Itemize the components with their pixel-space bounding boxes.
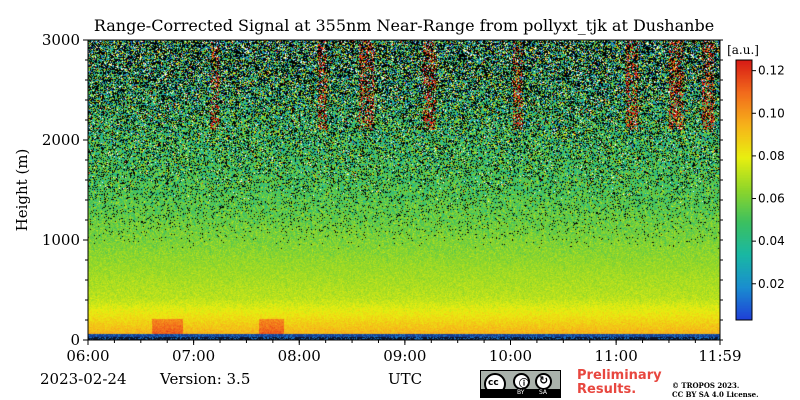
version-text: Version: 3.5 [160, 370, 251, 388]
copyright-line-2: CC BY SA 4.0 License. [672, 390, 759, 399]
colorbar-tick-label: 0.04 [758, 234, 785, 248]
colorbar-tick-label: 0.02 [758, 277, 785, 291]
preliminary-results-note: Preliminary Results. [577, 369, 662, 397]
colorbar-unit: [a.u.] [727, 43, 759, 57]
cc-license-badge[interactable]: cc ⓘ ↻ BY SA [480, 370, 561, 398]
colorbar-tick-label: 0.12 [758, 64, 785, 78]
sa-arrow-glyph: ↻ [539, 374, 549, 387]
y-axis: 0 1000 2000 3000 [42, 31, 723, 349]
copyright-line-1: © TROPOS 2023. [672, 381, 740, 390]
cc-icon-glyph: cc [488, 378, 499, 388]
y-tick-label: 0 [70, 331, 80, 349]
x-tick-label: 10:00 [489, 347, 532, 365]
sa-label: SA [539, 389, 548, 396]
x-tick-label: 09:00 [383, 347, 426, 365]
preliminary-line-1: Preliminary [577, 368, 662, 383]
x-axis-label: UTC [388, 370, 422, 388]
y-axis-label: Height (m) [13, 149, 31, 232]
x-tick-label: 11:00 [595, 347, 638, 365]
colorbar-tick-label: 0.10 [758, 106, 785, 120]
copyright-notice: © TROPOS 2023. CC BY SA 4.0 License. [672, 381, 759, 399]
x-tick-label: 07:00 [172, 347, 215, 365]
colorbar: 0.02 0.04 0.06 0.08 0.10 0.12 [a.u.] [727, 43, 785, 321]
version-label: Version: 3.5 [160, 370, 250, 388]
x-tick-label: 08:00 [278, 347, 321, 365]
plot-frame [87, 39, 721, 341]
heatmap-image [88, 40, 720, 340]
by-label: BY [517, 389, 525, 396]
cc-badge-strip [481, 389, 560, 397]
plot-area [87, 39, 721, 341]
y-tick-label: 1000 [42, 231, 80, 249]
x-axis: 06:00 07:00 08:00 09:00 10:00 11:00 11:59 [66, 340, 742, 365]
y-tick-label: 3000 [42, 31, 80, 49]
x-tick-label: 06:00 [66, 347, 109, 365]
colorbar-gradient [736, 60, 752, 320]
colorbar-tick-label: 0.08 [758, 149, 785, 163]
chart-title: Range-Corrected Signal at 355nm Near-Ran… [93, 16, 715, 35]
preliminary-line-2: Results. [577, 382, 637, 397]
colorbar-frame [735, 59, 753, 321]
by-person-glyph: ⓘ [519, 379, 529, 390]
colorbar-tick-label: 0.06 [758, 192, 785, 206]
y-tick-label: 2000 [42, 131, 80, 149]
x-tick-label: 11:59 [698, 347, 741, 365]
date-label: 2023-02-24 [40, 370, 127, 388]
